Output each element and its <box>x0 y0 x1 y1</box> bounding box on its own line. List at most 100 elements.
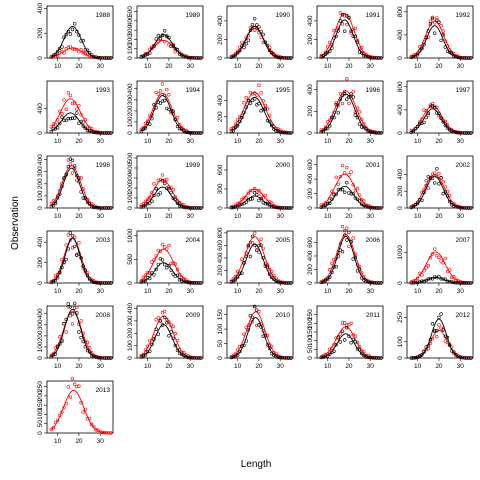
panel-year-label: 2003 <box>96 237 111 244</box>
red-obs-point <box>334 100 338 105</box>
black-obs-point <box>353 255 357 260</box>
black-obs-point <box>81 124 85 128</box>
red-obs-point <box>229 126 234 131</box>
black-obs-point <box>109 206 113 210</box>
x-tick-label: 10 <box>324 63 332 70</box>
black-obs-point <box>104 56 109 60</box>
black-obs-point <box>180 279 184 283</box>
y-tick-label: 400 <box>397 169 404 180</box>
x-tick-label: 30 <box>277 363 285 370</box>
y-tick-label: 200 <box>307 264 314 275</box>
red-obs-point <box>435 105 439 110</box>
y-tick-label: 200 <box>127 34 134 45</box>
black-obs-point <box>435 167 439 171</box>
red-obs-point <box>351 90 355 94</box>
red-obs-point <box>328 196 332 201</box>
black-obs-point <box>278 355 282 360</box>
black-obs-point <box>231 129 236 133</box>
black-obs-point <box>66 302 71 306</box>
red-obs-point <box>152 182 156 186</box>
y-tick-label: 0 <box>37 431 44 435</box>
black-obs-point <box>167 264 171 268</box>
x-tick-label: 30 <box>367 138 375 145</box>
black-obs-point <box>246 38 251 42</box>
black-obs-point <box>452 204 456 208</box>
black-obs-point <box>60 265 64 270</box>
black-obs-point <box>437 274 441 279</box>
black-obs-point <box>464 56 469 60</box>
black-obs-point <box>238 349 242 354</box>
black-obs-point <box>420 121 424 126</box>
red-obs-point <box>233 274 238 279</box>
black-obs-point <box>192 356 197 360</box>
black-obs-point <box>270 50 274 55</box>
y-tick-label: 200 <box>37 390 44 401</box>
black-obs-point <box>165 186 169 190</box>
panel-frame <box>136 80 204 134</box>
red-obs-point <box>413 278 418 283</box>
black-obs-point <box>62 260 66 264</box>
black-obs-point <box>411 205 416 209</box>
black-obs-point <box>357 199 362 203</box>
black-obs-point <box>171 272 175 276</box>
red-obs-point <box>435 16 439 20</box>
panel-1997: 10 20 30 0 400 800 1997 <box>397 80 474 145</box>
x-tick-label: 30 <box>277 213 285 220</box>
black-obs-point <box>422 120 426 125</box>
black-obs-point <box>100 281 105 285</box>
y-tick-label: 100 <box>37 409 44 420</box>
red-obs-point <box>257 83 261 88</box>
panel-frame <box>46 305 114 359</box>
black-obs-point <box>49 355 53 359</box>
red-obs-point <box>175 338 180 342</box>
black-obs-point <box>415 201 420 206</box>
red-obs-point <box>141 275 146 280</box>
black-obs-point <box>450 129 454 133</box>
black-obs-point <box>418 280 422 284</box>
black-obs-point <box>184 280 188 284</box>
red-obs-point <box>66 158 71 162</box>
black-obs-point <box>467 56 471 60</box>
black-obs-point <box>100 131 105 135</box>
black-obs-point <box>197 131 201 135</box>
black-obs-point <box>282 56 287 60</box>
x-tick-label: 20 <box>345 288 353 295</box>
black-obs-point <box>265 343 270 347</box>
black-obs-point <box>257 323 261 327</box>
black-obs-point <box>240 44 244 48</box>
black-obs-point <box>464 356 469 360</box>
black-obs-point <box>343 29 347 33</box>
x-tick-label: 30 <box>457 288 465 295</box>
black-obs-point <box>238 48 242 53</box>
red-obs-point <box>160 242 165 247</box>
y-tick-label: 400 <box>217 15 224 26</box>
black-obs-point <box>428 176 433 181</box>
black-obs-point <box>462 281 467 285</box>
black-obs-point <box>338 97 343 101</box>
black-obs-point <box>75 174 79 178</box>
black-obs-point <box>437 20 441 24</box>
black-obs-point <box>109 356 113 360</box>
y-tick-label: 0 <box>217 281 224 285</box>
black-obs-point <box>98 281 102 285</box>
x-tick-label: 20 <box>255 138 263 145</box>
red-obs-point <box>430 252 435 256</box>
y-tick-label: 400 <box>307 15 314 26</box>
red-obs-point <box>338 11 343 15</box>
black-obs-point <box>85 274 90 278</box>
red-obs-point <box>92 424 96 429</box>
panel-year-label: 1997 <box>456 87 471 94</box>
black-obs-point <box>192 206 197 210</box>
black-obs-point <box>274 354 278 359</box>
black-obs-point <box>167 107 171 112</box>
red-obs-point <box>447 193 452 198</box>
red-obs-point <box>160 173 165 177</box>
red-obs-point <box>83 407 88 412</box>
black-obs-point <box>259 29 263 34</box>
black-obs-point <box>72 164 77 168</box>
black-obs-point <box>360 351 364 356</box>
black-obs-point <box>87 277 92 281</box>
red-obs-point <box>49 125 53 129</box>
black-obs-point <box>424 115 428 120</box>
